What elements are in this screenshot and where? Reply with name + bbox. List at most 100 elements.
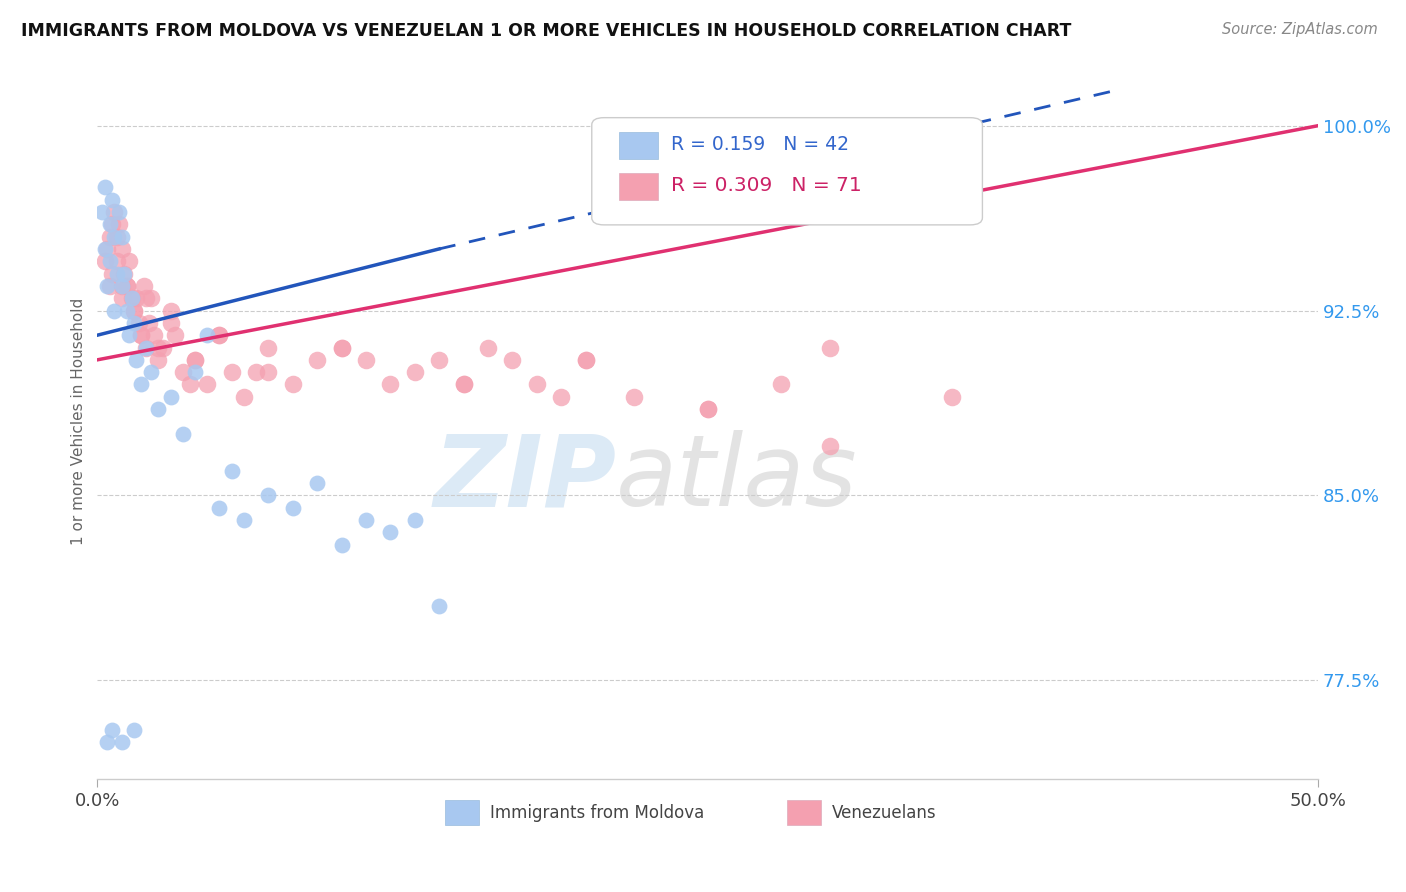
Point [139,365,162,379]
Point [195,328,218,343]
Point [121,291,143,305]
Point [769,377,792,392]
Point [125,291,148,305]
Point [98,217,121,231]
Text: Venezuelans: Venezuelans [832,805,936,822]
Point [184,352,207,367]
Point [96,279,118,293]
Point [101,267,124,281]
Point [115,303,138,318]
Point [159,390,181,404]
Point [103,303,125,318]
Point [172,365,194,379]
Point [696,402,718,417]
Point [380,377,402,392]
Point [330,341,353,355]
Point [122,316,145,330]
Point [477,341,499,355]
Point [208,328,231,343]
Point [152,341,174,355]
Point [184,365,207,379]
Point [427,599,450,614]
Point [105,254,128,268]
Point [112,267,135,281]
Point [111,279,134,293]
Point [221,365,243,379]
Point [195,377,218,392]
Point [208,500,231,515]
Point [575,352,598,367]
Point [404,365,426,379]
Point [93,242,115,256]
Point [184,352,207,367]
Point [257,365,280,379]
Point [111,242,134,256]
Point [221,464,243,478]
Point [550,390,572,404]
Point [281,377,304,392]
Point [98,279,121,293]
Text: R = 0.309   N = 71: R = 0.309 N = 71 [671,176,862,195]
Point [165,328,187,343]
Point [330,538,353,552]
Point [941,390,963,404]
Point [526,377,548,392]
Point [112,267,135,281]
Point [159,303,181,318]
Point [101,723,124,737]
Point [122,303,145,318]
Point [96,735,118,749]
Point [818,341,841,355]
Bar [619,132,658,159]
Point [307,476,329,491]
Point [135,341,157,355]
Bar [787,800,821,825]
Point [354,513,377,527]
Point [118,328,141,343]
Point [129,377,152,392]
Point [330,341,353,355]
Point [179,377,201,392]
Point [98,229,121,244]
Point [135,341,157,355]
Point [115,279,138,293]
Point [148,341,170,355]
Point [93,254,115,268]
Point [139,291,162,305]
Bar [619,173,658,200]
Y-axis label: 1 or more Vehicles in Household: 1 or more Vehicles in Household [72,298,86,545]
Point [232,390,254,404]
Point [121,291,143,305]
Point [111,279,134,293]
Point [208,328,231,343]
Point [354,352,377,367]
Point [307,352,329,367]
FancyBboxPatch shape [592,118,983,225]
Point [232,513,254,527]
Text: R = 0.159   N = 42: R = 0.159 N = 42 [671,136,849,154]
Point [125,352,148,367]
Point [103,205,125,219]
Point [257,341,280,355]
Point [575,352,598,367]
Point [108,205,131,219]
Point [281,500,304,515]
Point [118,254,141,268]
Point [91,205,114,219]
Point [148,352,170,367]
Point [122,303,145,318]
Point [101,217,124,231]
Point [111,735,134,749]
Point [257,488,280,502]
Point [105,267,128,281]
Point [148,402,170,417]
Point [427,352,450,367]
Point [105,229,128,244]
Point [696,402,718,417]
Point [135,291,157,305]
Point [111,291,134,305]
Point [172,426,194,441]
Point [404,513,426,527]
Point [128,316,150,330]
Point [103,229,125,244]
